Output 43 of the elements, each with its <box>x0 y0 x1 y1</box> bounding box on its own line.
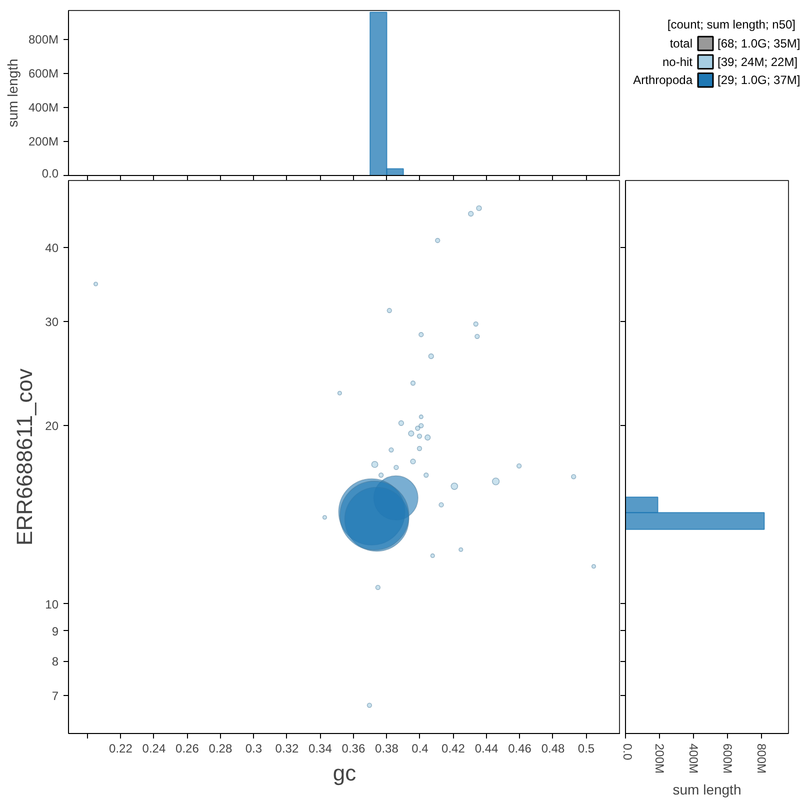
x-tick-label: 0.32 <box>275 742 299 756</box>
x-tick-label: 0.28 <box>208 742 232 756</box>
y-tick-label: 0.0 <box>42 166 59 180</box>
y-tick-label: 30 <box>45 314 59 329</box>
x-tick-label: 200M <box>652 744 666 774</box>
x-tick-label: 800M <box>754 744 768 774</box>
y-tick-label: 200M <box>28 134 59 148</box>
y-tick-label: 400M <box>28 100 59 114</box>
y-tick-label: 600M <box>28 66 59 80</box>
y-tick-label: 800M <box>28 32 59 46</box>
x-tick-label: 0.34 <box>308 742 332 756</box>
y-tick-label: 40 <box>45 240 59 255</box>
category-label: total <box>670 36 693 50</box>
text: [39; 24M; 22M] <box>718 54 798 69</box>
text: [68; 1.0G; 35M] <box>718 36 800 50</box>
x-tick-label: 0.24 <box>142 742 166 756</box>
y-tick-label: 9 <box>52 624 59 638</box>
x-tick-label: 600M <box>720 744 734 774</box>
x-tick-label: 0.38 <box>375 742 399 756</box>
x-tick-label: 0.0 <box>620 744 634 761</box>
y-axis-title: ERR6688611_cov <box>12 368 38 546</box>
x-axis-title: sum length <box>672 782 742 798</box>
y-tick-label: 20 <box>45 419 59 434</box>
x-tick-label: 0.42 <box>442 742 466 756</box>
legend-title: [count; sum length; n50] <box>667 17 796 32</box>
y-axis-title: sum length <box>4 58 20 128</box>
category-label: Arthropoda <box>633 73 693 88</box>
y-tick-label: 8 <box>52 654 59 669</box>
category-label: no-hit <box>662 54 694 69</box>
y-tick-label: 7 <box>52 689 59 704</box>
text: [29; 1.0G; 37M] <box>718 73 800 88</box>
x-tick-label: 0.48 <box>541 742 565 756</box>
x-tick-label: 0.5 <box>578 742 595 756</box>
x-tick-label: 0.46 <box>508 742 532 756</box>
x-tick-label: 0.44 <box>474 742 498 756</box>
x-tick-label: 400M <box>686 744 700 774</box>
x-tick-label: 0.36 <box>342 742 366 756</box>
x-tick-label: 0.3 <box>245 742 262 756</box>
x-tick-label: 0.22 <box>109 742 133 756</box>
x-axis-title: gc <box>332 760 356 786</box>
x-tick-label: 0.4 <box>412 742 429 756</box>
y-tick-label: 10 <box>45 597 59 612</box>
x-tick-label: 0.26 <box>176 742 200 756</box>
